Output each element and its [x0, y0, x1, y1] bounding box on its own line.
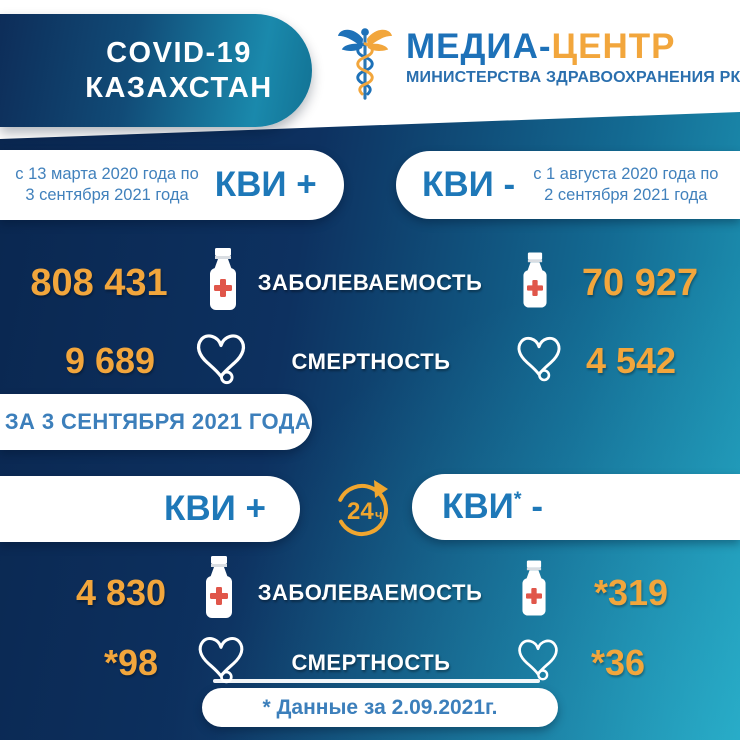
medicine-bottle-icon	[519, 252, 551, 313]
daily-incidence-kvi-minus-value: *319	[593, 572, 669, 613]
logo-title: МЕДИА-ЦЕНТР	[406, 28, 740, 66]
daily-kvi-plus-pill: КВИ +	[0, 476, 300, 542]
medicine-bottle-icon	[201, 556, 237, 623]
daily-kvi-minus-pill: КВИ* -	[412, 474, 740, 540]
daily-mortality-kvi-minus-value: *36	[590, 642, 646, 683]
kvi-plus-period-line1: с 13 марта 2020 года по	[15, 165, 199, 183]
logo-title-center: ЦЕНТР	[551, 27, 676, 66]
daily-kvi-minus-base: КВИ	[442, 487, 514, 526]
medicine-bottle-icon	[205, 248, 241, 315]
badge-line-2: КАЗАХСТАН	[85, 71, 273, 104]
daily-kvi-minus-label: КВИ* -	[442, 487, 543, 527]
kvi-plus-period: с 13 марта 2020 года по 3 сентября 2021 …	[15, 164, 199, 206]
logo-text: МЕДИА-ЦЕНТР МИНИСТЕРСТВА ЗДРАВООХРАНЕНИЯ…	[406, 20, 740, 87]
heart-stethoscope-icon	[193, 329, 249, 392]
kvi-plus-period-pill: с 13 марта 2020 года по 3 сентября 2021 …	[0, 150, 344, 220]
footnote-text: * Данные за 2.09.2021г.	[262, 695, 498, 719]
cumulative-mortality-label: СМЕРТНОСТЬ	[291, 349, 451, 374]
kvi-minus-period: с 1 августа 2020 года по 2 сентября 2021…	[533, 164, 718, 206]
logo-title-media: МЕДИА-	[406, 27, 552, 66]
kvi-minus-period-line2: 2 сентября 2021 года	[544, 186, 708, 204]
cumulative-incidence-kvi-minus-value: 70 927	[581, 262, 699, 304]
daily-mortality-label: СМЕРТНОСТЬ	[291, 650, 451, 675]
caduceus-icon	[336, 20, 394, 111]
daily-kvi-minus-sign: -	[521, 487, 543, 526]
cumulative-mortality-kvi-plus-value: 9 689	[64, 340, 156, 381]
cumulative-incidence-kvi-plus-value: 808 431	[30, 262, 168, 304]
heart-stethoscope-icon	[515, 634, 561, 689]
svg-text:ч: ч	[375, 507, 383, 522]
cumulative-incidence-label: ЗАБОЛЕВАЕМОСТЬ	[257, 270, 483, 295]
24-hours-icon: 24 ч	[330, 476, 394, 545]
daily-kvi-minus-asterisk: *	[513, 488, 522, 511]
daily-incidence-label: ЗАБОЛЕВАЕМОСТЬ	[257, 580, 483, 605]
kvi-minus-period-pill: КВИ - с 1 августа 2020 года по 2 сентябр…	[396, 151, 740, 219]
kvi-plus-period-line2: 3 сентября 2021 года	[25, 186, 189, 204]
daily-date-banner: ЗА 3 СЕНТЯБРЯ 2021 ГОДА	[0, 394, 312, 450]
medicine-bottle-icon	[518, 560, 550, 621]
daily-date-text: ЗА 3 СЕНТЯБРЯ 2021 ГОДА	[4, 409, 312, 434]
cumulative-mortality-kvi-minus-value: 4 542	[585, 340, 677, 381]
covid-kazakhstan-badge: COVID-19 КАЗАХСТАН	[0, 14, 312, 127]
daily-kvi-plus-label: КВИ +	[164, 489, 266, 528]
svg-text:24: 24	[347, 498, 374, 525]
kvi-plus-label: КВИ +	[214, 165, 317, 204]
logo-subtitle: МИНИСТЕРСТВА ЗДРАВООХРАНЕНИЯ РК	[406, 69, 740, 86]
media-center-logo: МЕДИА-ЦЕНТР МИНИСТЕРСТВА ЗДРАВООХРАНЕНИЯ…	[336, 20, 740, 111]
badge-line-1: COVID-19	[106, 36, 252, 69]
kvi-minus-label: КВИ -	[422, 165, 516, 204]
footnote-pill: * Данные за 2.09.2021г.	[202, 688, 558, 727]
daily-mortality-kvi-plus-value: *98	[103, 642, 159, 683]
kvi-minus-period-line1: с 1 августа 2020 года по	[533, 165, 719, 183]
daily-incidence-kvi-plus-value: 4 830	[75, 572, 167, 613]
heart-stethoscope-icon	[514, 332, 564, 389]
footnote-accent-bar	[213, 679, 540, 683]
